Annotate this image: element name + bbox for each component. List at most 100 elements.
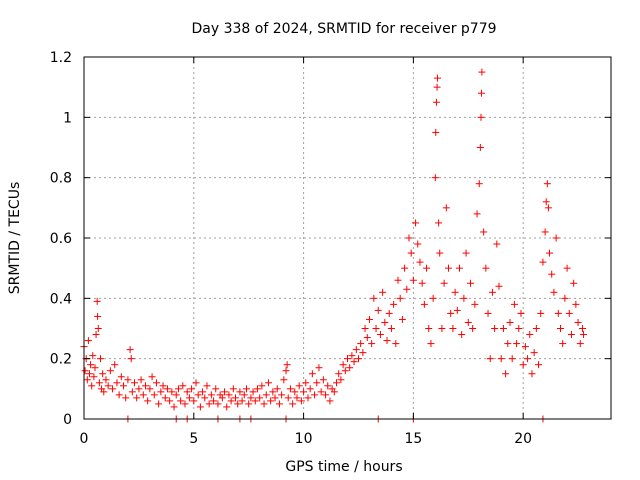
x-tick-label: 0 bbox=[80, 431, 89, 447]
data-point bbox=[546, 249, 554, 257]
data-point bbox=[544, 204, 552, 212]
data-point bbox=[267, 397, 275, 405]
data-point bbox=[326, 397, 334, 405]
data-point bbox=[436, 249, 444, 257]
data-point bbox=[431, 174, 439, 182]
data-point bbox=[227, 397, 235, 405]
data-point bbox=[280, 376, 288, 384]
data-point bbox=[396, 294, 404, 302]
data-point bbox=[420, 300, 428, 308]
data-point bbox=[580, 331, 588, 339]
data-point bbox=[567, 331, 575, 339]
data-point bbox=[313, 379, 321, 387]
data-point bbox=[238, 397, 246, 405]
data-point bbox=[201, 394, 209, 402]
data-point bbox=[159, 382, 167, 390]
data-point bbox=[93, 297, 101, 305]
data-point bbox=[486, 355, 494, 363]
data-point bbox=[95, 379, 103, 387]
data-point bbox=[447, 309, 455, 317]
data-point bbox=[90, 373, 98, 381]
data-point bbox=[401, 264, 409, 272]
data-point bbox=[113, 379, 121, 387]
data-point bbox=[283, 361, 291, 369]
data-point bbox=[83, 376, 91, 384]
data-point bbox=[81, 367, 89, 375]
y-tick-label: 1 bbox=[63, 110, 72, 126]
data-point bbox=[242, 385, 250, 393]
data-point bbox=[128, 388, 136, 396]
data-point bbox=[194, 391, 202, 399]
data-point bbox=[319, 376, 327, 384]
data-point bbox=[471, 300, 479, 308]
x-tick-label: 5 bbox=[189, 431, 198, 447]
axis-ticks: 0 0.2 0.4 0.6 0.8 1 1.2 0 5 10 15 20 bbox=[50, 50, 611, 447]
data-point bbox=[214, 400, 222, 408]
data-point bbox=[542, 198, 550, 206]
data-point bbox=[179, 382, 187, 390]
data-point bbox=[572, 300, 580, 308]
data-point bbox=[87, 361, 95, 369]
data-point bbox=[528, 370, 536, 378]
data-point bbox=[94, 325, 102, 332]
data-point bbox=[352, 346, 360, 354]
data-point bbox=[155, 400, 163, 408]
data-point bbox=[508, 355, 516, 363]
x-tick-label: 20 bbox=[514, 431, 532, 447]
data-point bbox=[368, 340, 376, 348]
data-point bbox=[578, 325, 586, 332]
data-point bbox=[232, 394, 240, 402]
data-point bbox=[88, 382, 96, 390]
data-point bbox=[256, 394, 264, 402]
data-point bbox=[247, 394, 255, 402]
data-point bbox=[205, 400, 213, 408]
data-point bbox=[376, 331, 384, 339]
data-point bbox=[196, 403, 204, 411]
data-point bbox=[131, 379, 139, 387]
data-point bbox=[317, 388, 325, 396]
data-point bbox=[127, 355, 135, 363]
data-point bbox=[398, 315, 406, 323]
data-point bbox=[550, 288, 558, 296]
data-point bbox=[251, 397, 259, 405]
data-point bbox=[192, 379, 200, 387]
data-point bbox=[392, 340, 400, 348]
data-point bbox=[482, 264, 490, 272]
data-point bbox=[150, 391, 158, 399]
data-point bbox=[403, 285, 411, 293]
data-point bbox=[390, 300, 398, 308]
data-point bbox=[115, 391, 123, 399]
data-point bbox=[385, 309, 393, 317]
data-point bbox=[302, 379, 310, 387]
data-point bbox=[144, 397, 152, 405]
data-point bbox=[84, 337, 92, 345]
data-point bbox=[203, 382, 211, 390]
y-tick-label: 1.2 bbox=[50, 50, 72, 66]
data-point bbox=[438, 325, 446, 332]
data-point bbox=[85, 370, 93, 378]
data-point bbox=[306, 385, 314, 393]
data-point bbox=[282, 367, 290, 375]
data-point bbox=[262, 391, 270, 399]
data-point bbox=[466, 279, 474, 287]
data-point bbox=[300, 388, 308, 396]
data-point bbox=[117, 373, 125, 381]
y-tick-label: 0.4 bbox=[50, 291, 72, 307]
data-point bbox=[177, 397, 185, 405]
data-point bbox=[432, 98, 440, 106]
data-point bbox=[455, 264, 463, 272]
data-point bbox=[357, 340, 365, 348]
data-point bbox=[453, 306, 461, 314]
data-point bbox=[315, 364, 323, 372]
data-point bbox=[499, 325, 507, 332]
data-point bbox=[359, 349, 367, 357]
data-point bbox=[335, 370, 343, 378]
data-point bbox=[185, 394, 193, 402]
data-point bbox=[370, 294, 378, 302]
data-point bbox=[148, 373, 156, 381]
data-point bbox=[530, 349, 538, 357]
data-point bbox=[513, 340, 521, 348]
data-point bbox=[427, 340, 435, 348]
data-point bbox=[552, 234, 560, 242]
data-point bbox=[458, 331, 466, 339]
